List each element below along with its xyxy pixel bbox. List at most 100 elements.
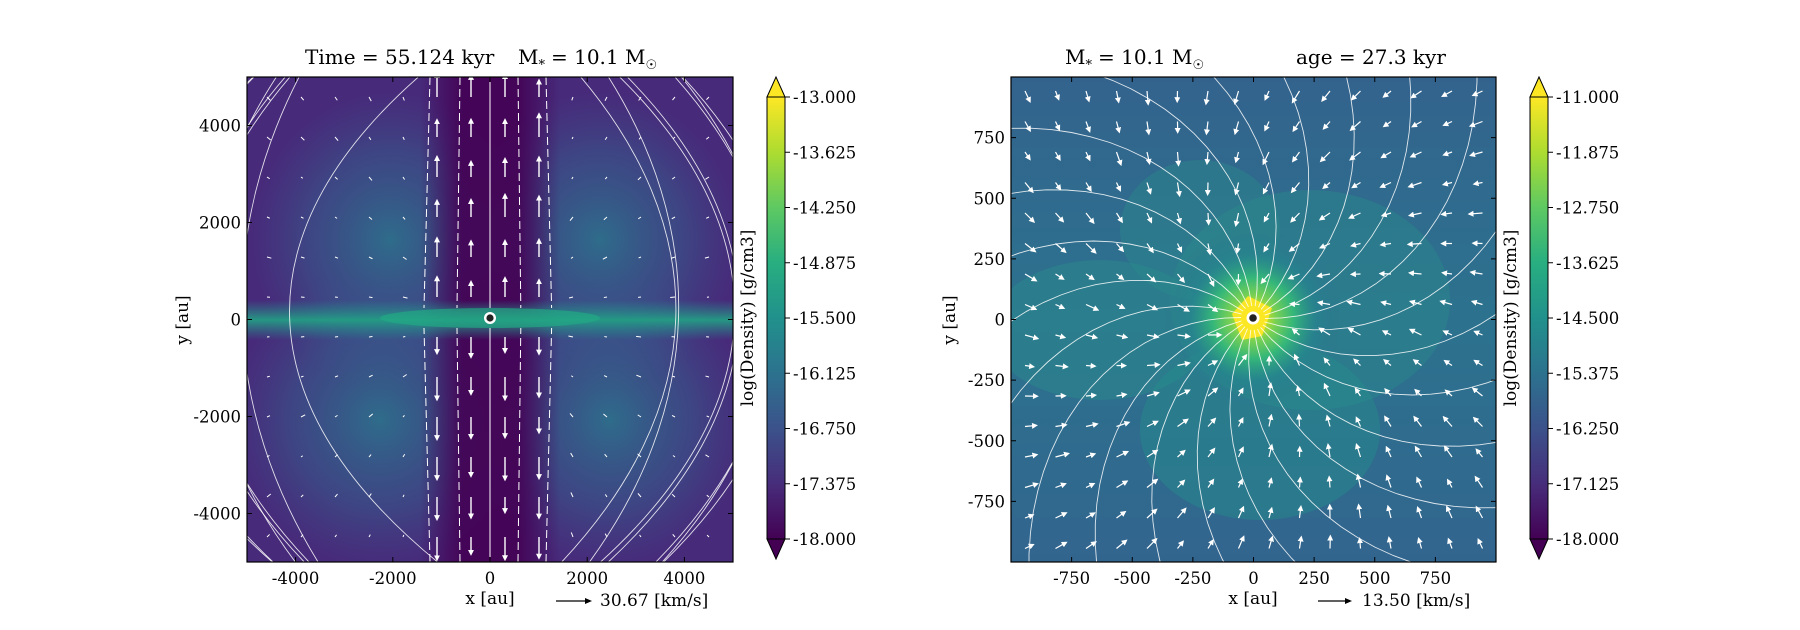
velocity-arrow <box>602 256 608 260</box>
velocity-arrow <box>1055 243 1067 254</box>
velocity-arrow <box>1116 392 1128 399</box>
velocity-arrow <box>1054 90 1060 101</box>
velocity-arrow <box>1347 327 1361 336</box>
velocity-arrow <box>1146 182 1152 195</box>
velocity-arrow <box>1440 210 1453 217</box>
velocity-arrow <box>1024 543 1035 550</box>
streamline <box>1011 279 1244 322</box>
velocity-arrow <box>1262 182 1270 195</box>
velocity-arrow <box>1146 361 1161 368</box>
velocity-arrow <box>672 533 676 538</box>
velocity-arrow <box>1085 121 1091 133</box>
streamline <box>1260 327 1496 396</box>
velocity-arrow <box>1471 90 1483 97</box>
velocity-arrow <box>1177 332 1191 339</box>
velocity-arrow <box>1326 475 1333 488</box>
velocity-arrow <box>1291 328 1300 336</box>
velocity-arrow <box>1355 473 1362 488</box>
velocity-arrow <box>334 454 339 458</box>
velocity-arrow <box>300 256 305 259</box>
velocity-arrow <box>266 176 270 180</box>
velocity-arrow <box>1238 353 1248 366</box>
velocity-arrow <box>1348 212 1361 219</box>
streamline <box>1011 240 1246 309</box>
colorbar-tick-label: -13.625 <box>793 143 856 162</box>
x-tick-label: -500 <box>1114 569 1151 588</box>
velocity-arrow <box>1297 535 1304 549</box>
velocity-arrow <box>1115 182 1122 192</box>
velocity-arrow <box>1176 212 1182 225</box>
velocity-arrow <box>1264 90 1270 101</box>
velocity-arrow <box>1175 151 1182 167</box>
y-tick-label: 4000 <box>199 117 241 136</box>
left-colorbar-ticks: -13.000 -13.625 -14.250 -14.875 -15.500 -16.1… <box>785 88 856 549</box>
velocity-arrow <box>368 256 373 260</box>
velocity-arrow <box>1445 505 1453 519</box>
colorbar-tick-label: -14.875 <box>793 254 856 273</box>
streamline <box>456 327 461 562</box>
velocity-arrow <box>1414 388 1422 397</box>
velocity-arrow <box>1055 422 1068 429</box>
velocity-arrow <box>1233 121 1240 136</box>
velocity-arrow <box>1408 299 1422 306</box>
velocity-arrow <box>1290 212 1300 223</box>
velocity-arrow <box>1115 212 1123 224</box>
velocity-arrow <box>300 375 304 378</box>
velocity-arrow <box>1055 512 1068 519</box>
velocity-arrow <box>706 96 710 100</box>
velocity-arrow <box>1116 539 1128 549</box>
velocity-arrow <box>1024 121 1031 133</box>
streamline <box>517 327 522 562</box>
streamline <box>247 77 297 562</box>
velocity-arrow <box>603 216 608 221</box>
y-tick-label: -4000 <box>193 505 241 524</box>
velocity-arrow <box>300 494 304 498</box>
streamline <box>1263 77 1355 313</box>
sink-particle-left <box>484 312 496 324</box>
x-tick-label: -250 <box>1174 569 1211 588</box>
right-quiver-key-label: 13.50 [km/s] <box>1362 591 1470 611</box>
colorbar-tick-label: -14.250 <box>793 199 856 218</box>
velocity-arrow <box>1085 333 1099 340</box>
velocity-arrow <box>368 374 373 378</box>
velocity-arrow <box>1349 121 1361 132</box>
velocity-arrow <box>334 96 338 101</box>
left-quiver-key: 30.67 [km/s] <box>556 591 708 611</box>
velocity-arrow <box>1116 273 1125 281</box>
streamline <box>1264 77 1412 316</box>
velocity-arrow <box>637 453 642 458</box>
velocity-arrow <box>1177 360 1191 367</box>
velocity-arrow <box>1206 243 1213 256</box>
velocity-arrow <box>1146 333 1160 340</box>
velocity-arrow <box>1318 327 1331 336</box>
streamline <box>1248 329 1413 562</box>
velocity-arrow <box>1416 506 1423 519</box>
velocity-arrow <box>1325 414 1332 427</box>
velocity-arrow <box>636 335 642 338</box>
velocity-arrow <box>1469 269 1483 276</box>
x-tick-label: -750 <box>1053 569 1090 588</box>
velocity-arrow <box>1293 353 1301 366</box>
velocity-arrow <box>604 136 608 141</box>
streamline <box>1196 326 1246 562</box>
streamline <box>1229 328 1296 562</box>
right-density-panel: -750 -500 -250 0 250 500 750 -750 -500 -250 0 250 5… <box>940 45 1619 611</box>
velocity-arrow <box>1055 273 1065 280</box>
x-tick-label: 4000 <box>663 569 705 588</box>
streamline <box>456 77 461 309</box>
velocity-arrow <box>1024 513 1035 520</box>
velocity-arrow <box>571 136 574 140</box>
velocity-arrow <box>571 96 574 101</box>
velocity-arrow <box>402 256 407 260</box>
velocity-arrow <box>1442 120 1453 127</box>
velocity-arrow <box>1177 389 1191 397</box>
colorbar-tick-label: -17.375 <box>793 475 856 494</box>
velocity-arrow <box>1386 536 1393 549</box>
right-density-map <box>1011 77 1496 562</box>
velocity-arrow <box>1085 303 1100 311</box>
velocity-arrow <box>1207 273 1215 287</box>
velocity-arrow <box>637 493 642 498</box>
velocity-arrow <box>706 494 710 498</box>
left-colorbar: -13.000 -13.625 -14.250 -14.875 -15.500 -16.1… <box>738 75 856 561</box>
colorbar-tick-label: -16.750 <box>793 420 856 439</box>
